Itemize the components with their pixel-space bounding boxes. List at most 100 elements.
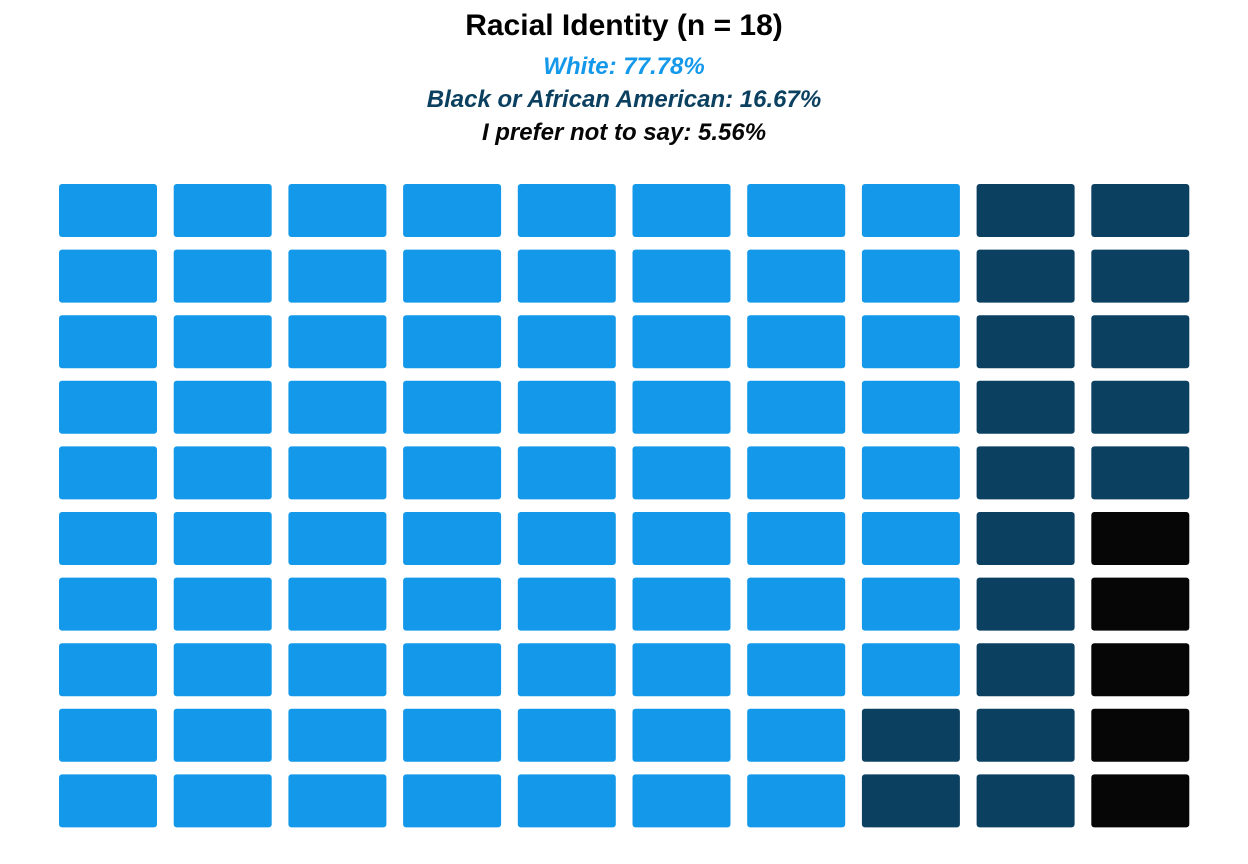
waffle-cell-white: [403, 643, 502, 697]
legend-entry-black-or-african-american: Black or African American16.67%: [0, 84, 1248, 116]
waffle-cell-white: [403, 249, 502, 303]
waffle-cell-black-or-african-american: [1091, 249, 1190, 303]
waffle-cell-white: [173, 643, 272, 697]
waffle-cell-white: [173, 774, 272, 828]
waffle-cell-white: [747, 315, 846, 369]
waffle-cell-white: [288, 380, 387, 434]
waffle-cell-white: [173, 577, 272, 631]
waffle-cell-black-or-african-american: [976, 643, 1075, 697]
waffle-cell-white: [747, 446, 846, 500]
waffle-cell-white: [632, 249, 731, 303]
waffle-cell-white: [632, 315, 731, 369]
legend-entry-prefer-not-to-say: I prefer not to say5.56%: [0, 117, 1248, 149]
waffle-cell-white: [747, 249, 846, 303]
waffle-cell-white: [861, 446, 960, 500]
chart-title: Racial Identity (n = 18): [465, 9, 783, 42]
waffle-cell-white: [861, 184, 960, 237]
legend-label: Black or African American: [426, 86, 726, 113]
waffle-cell-white: [403, 446, 502, 500]
legend-percent: 5.56%: [683, 119, 766, 146]
waffle-cell-white: [517, 512, 616, 565]
waffle-cell-white: [288, 577, 387, 631]
waffle-cell-white: [747, 184, 846, 237]
waffle-cell-white: [747, 380, 846, 434]
waffle-cell-white: [403, 512, 502, 565]
waffle-cell-white: [861, 643, 960, 697]
waffle-cell-i-prefer-not-to-say: [1091, 708, 1190, 762]
waffle-cell-white: [173, 249, 272, 303]
waffle-cell-white: [861, 380, 960, 434]
waffle-cell-white: [861, 315, 960, 369]
waffle-cell-black-or-african-american: [976, 184, 1075, 237]
waffle-cell-white: [59, 184, 157, 237]
waffle-cell-white: [288, 512, 387, 565]
waffle-cell-white: [747, 577, 846, 631]
waffle-cell-black-or-african-american: [976, 708, 1075, 762]
waffle-cell-white: [747, 708, 846, 762]
waffle-cell-white: [173, 315, 272, 369]
waffle-cell-white: [59, 512, 157, 565]
waffle-cell-white: [632, 184, 731, 237]
waffle-cell-white: [861, 512, 960, 565]
waffle-cell-black-or-african-american: [861, 774, 960, 828]
waffle-cell-i-prefer-not-to-say: [1091, 577, 1190, 631]
waffle-cell-white: [288, 708, 387, 762]
waffle-cell-white: [403, 184, 502, 237]
waffle-cell-white: [517, 184, 616, 237]
waffle-cell-white: [517, 708, 616, 762]
waffle-cell-white: [59, 446, 157, 500]
waffle-cell-white: [632, 577, 731, 631]
waffle-cell-white: [288, 643, 387, 697]
waffle-cell-i-prefer-not-to-say: [1091, 774, 1190, 828]
waffle-cell-white: [632, 643, 731, 697]
waffle-cell-white: [747, 643, 846, 697]
waffle-cell-white: [632, 774, 731, 828]
waffle-cell-white: [747, 774, 846, 828]
waffle-cell-white: [403, 315, 502, 369]
waffle-cell-black-or-african-american: [976, 446, 1075, 500]
waffle-cell-white: [517, 577, 616, 631]
waffle-cell-white: [59, 577, 157, 631]
waffle-cell-white: [288, 249, 387, 303]
waffle-cell-i-prefer-not-to-say: [1091, 512, 1190, 565]
legend-label: White: [543, 53, 609, 80]
waffle-cell-black-or-african-american: [1091, 315, 1190, 369]
waffle-cell-white: [288, 774, 387, 828]
waffle-cell-white: [59, 643, 157, 697]
waffle-cell-black-or-african-american: [1091, 446, 1190, 500]
waffle-cell-white: [288, 315, 387, 369]
waffle-cell-white: [747, 512, 846, 565]
waffle-cell-white: [632, 446, 731, 500]
waffle-cell-white: [288, 446, 387, 500]
waffle-cell-white: [403, 380, 502, 434]
waffle-cell-white: [59, 315, 157, 369]
waffle-cell-black-or-african-american: [976, 249, 1075, 303]
waffle-cell-white: [517, 380, 616, 434]
waffle-cell-white: [517, 315, 616, 369]
waffle-cell-white: [173, 708, 272, 762]
waffle-cell-white: [59, 249, 157, 303]
waffle-cell-white: [288, 184, 387, 237]
waffle-cell-white: [861, 577, 960, 631]
waffle-cell-white: [517, 249, 616, 303]
waffle-cell-white: [403, 774, 502, 828]
waffle-cell-white: [59, 774, 157, 828]
waffle-cell-white: [517, 446, 616, 500]
waffle-cell-white: [517, 643, 616, 697]
waffle-cell-white: [173, 184, 272, 237]
waffle-cell-black-or-african-american: [861, 708, 960, 762]
waffle-cell-black-or-african-american: [976, 380, 1075, 434]
waffle-cell-black-or-african-american: [1091, 380, 1190, 434]
waffle-cell-black-or-african-american: [976, 315, 1075, 369]
waffle-cell-white: [59, 708, 157, 762]
waffle-cell-white: [403, 708, 502, 762]
waffle-cell-white: [173, 512, 272, 565]
waffle-cell-black-or-african-american: [1091, 184, 1190, 237]
legend-percent: 16.67%: [725, 86, 821, 113]
waffle-cell-white: [173, 380, 272, 434]
waffle-cell-black-or-african-american: [976, 512, 1075, 565]
legend-entry-white: White77.78%: [0, 51, 1248, 83]
waffle-cell-black-or-african-american: [976, 577, 1075, 631]
waffle-cell-white: [59, 380, 157, 434]
waffle-cell-white: [861, 249, 960, 303]
